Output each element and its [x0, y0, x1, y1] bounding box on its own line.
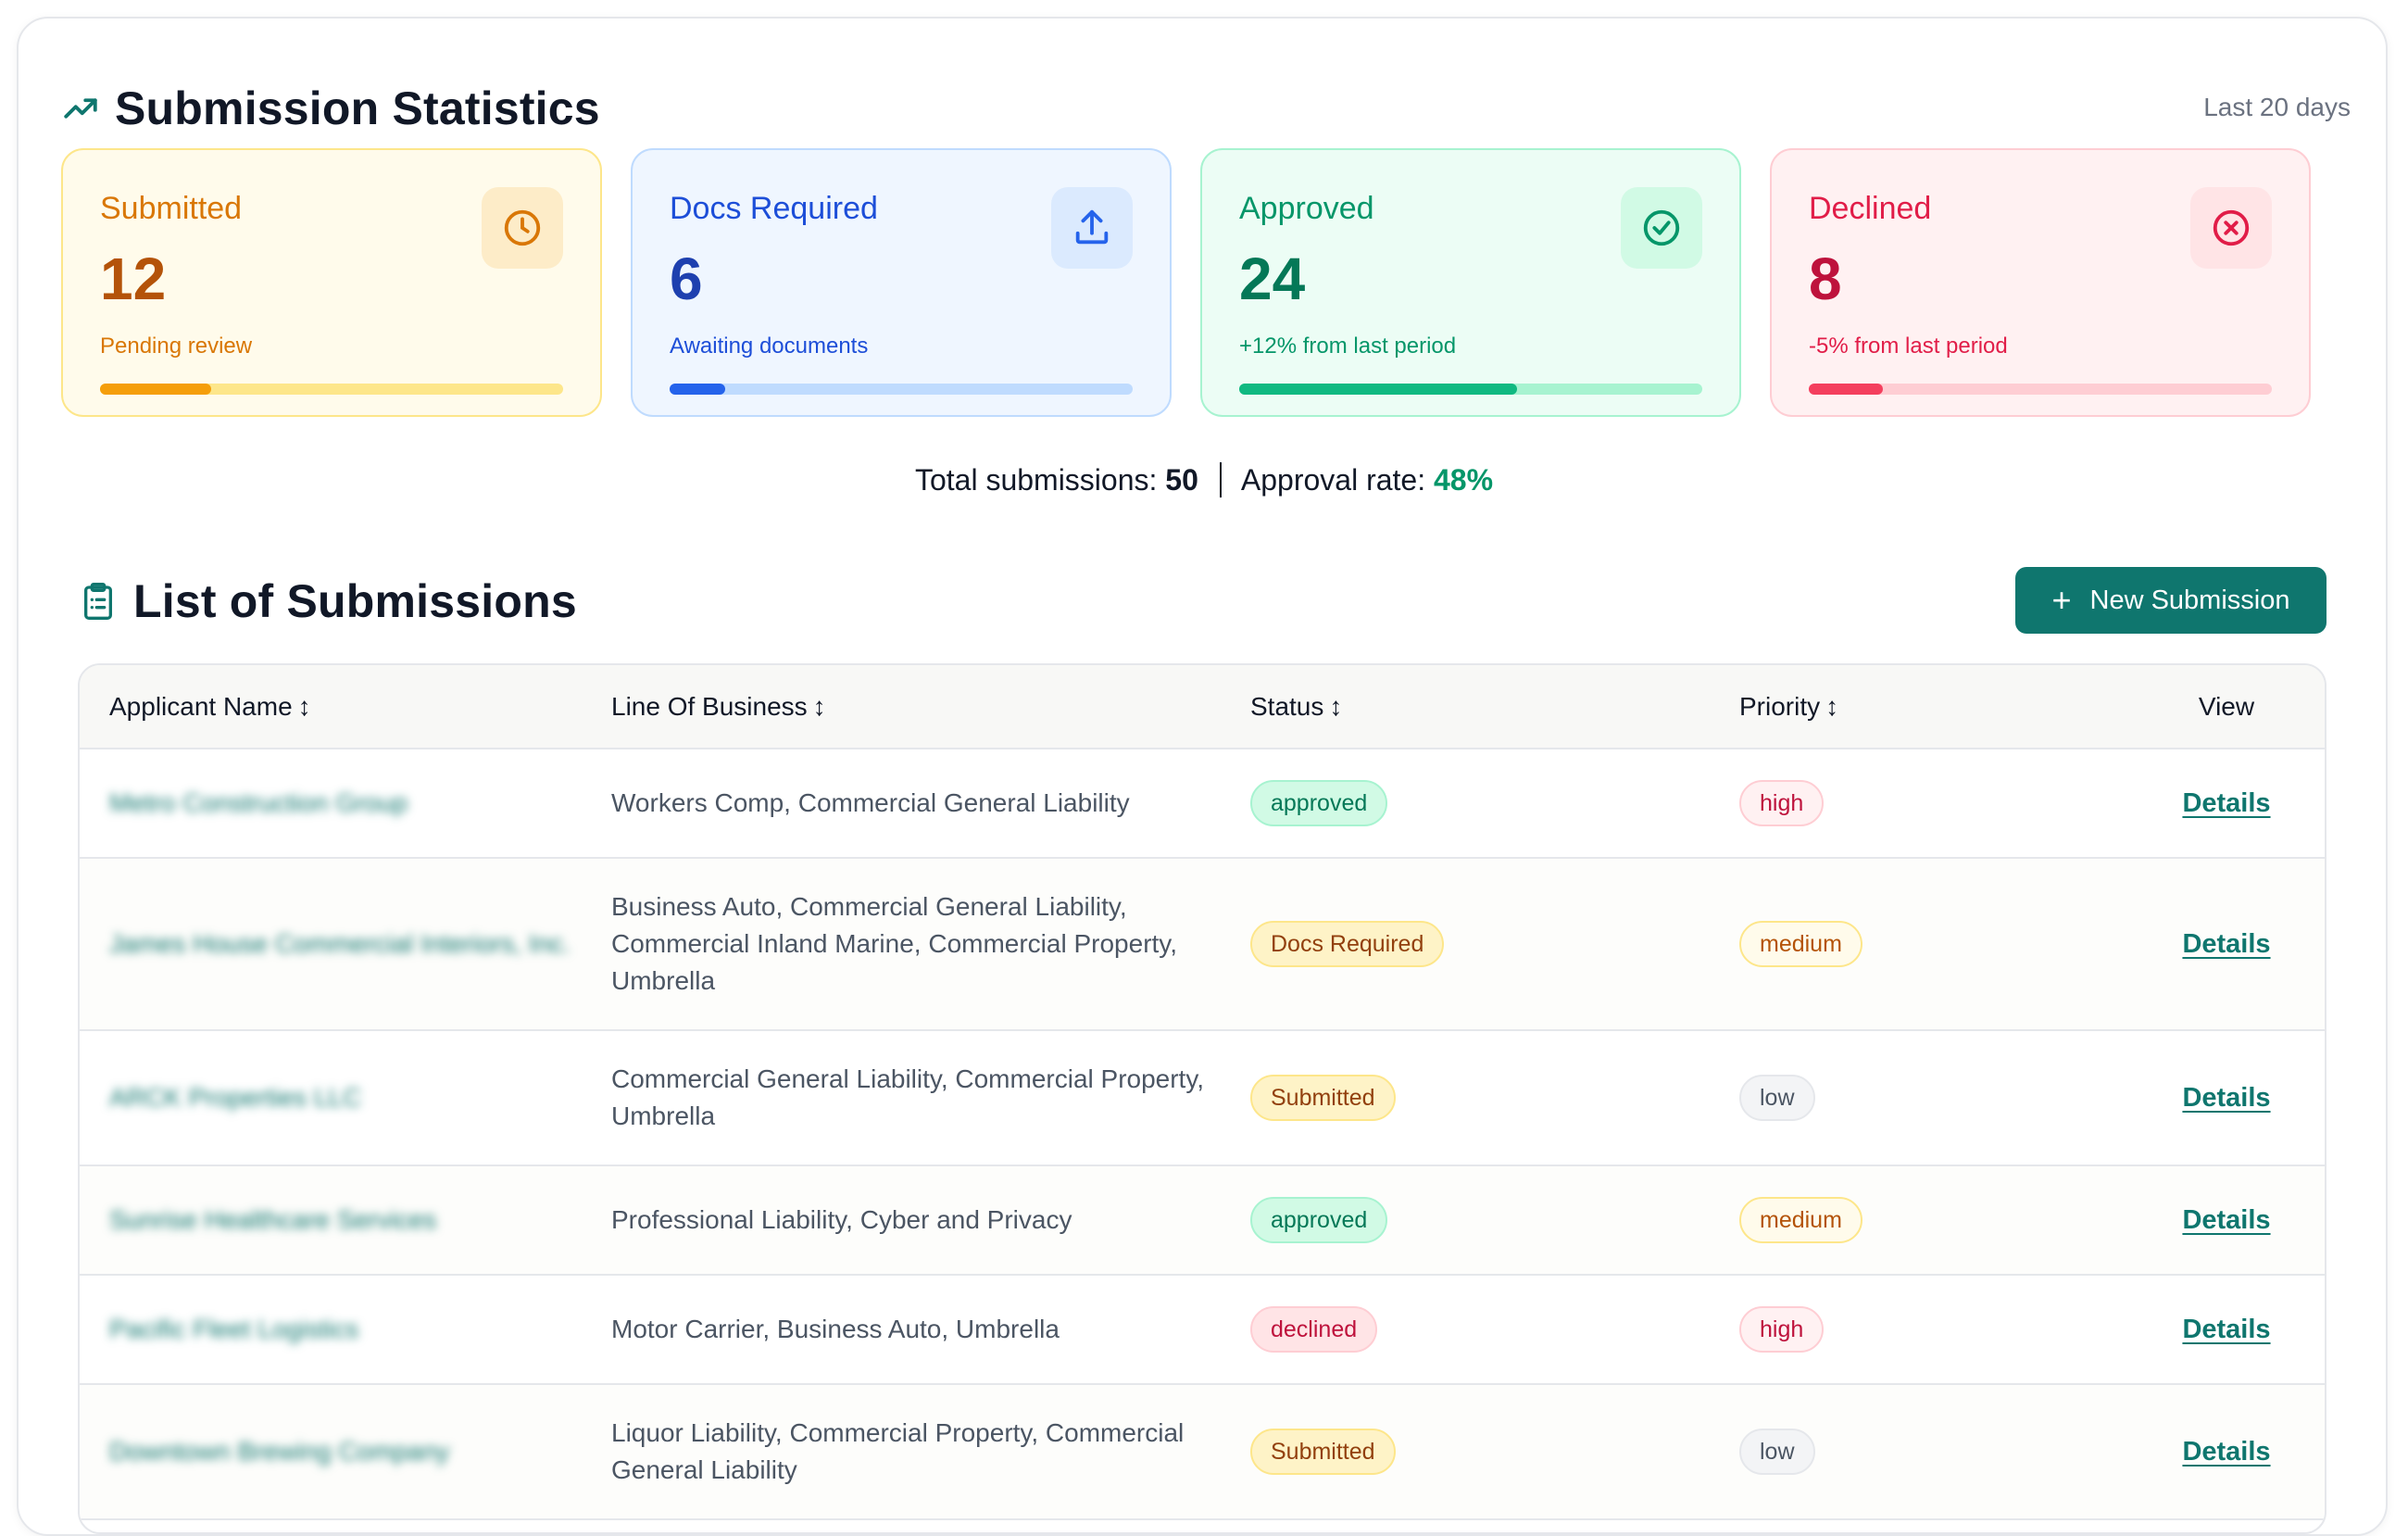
stat-card-docs-required[interactable]: Docs Required 6 Awaiting documents	[631, 148, 1172, 417]
period-label: Last 20 days	[2203, 93, 2351, 121]
priority-badge: high	[1739, 1306, 1825, 1353]
status-badge: Submitted	[1250, 1075, 1396, 1121]
progress-fill	[100, 384, 211, 395]
card-subtitle: Pending review	[100, 334, 253, 359]
column-header-priority[interactable]: Priority ↕	[1739, 691, 1839, 721]
applicant-name[interactable]: James House Commercial Interiors, Inc.	[109, 929, 571, 958]
stats-title: Submission Statistics	[115, 82, 600, 134]
progress-track	[1809, 384, 2272, 395]
submissions-table: Applicant Name ↕ Line Of Business ↕ Status…	[78, 663, 2326, 1534]
line-of-business: Motor Carrier, Business Auto, Umbrella	[611, 1275, 1250, 1385]
details-link[interactable]: Details	[2182, 1315, 2271, 1344]
progress-track	[1239, 384, 1702, 395]
column-header-applicant[interactable]: Applicant Name ↕	[109, 691, 311, 721]
table-row: Downtown Brewing Company Liquor Liabilit…	[80, 1384, 2325, 1520]
card-subtitle: Awaiting documents	[670, 334, 869, 359]
list-title: List of Submissions	[133, 575, 577, 627]
stat-card-approved[interactable]: Approved 24 +12% from last period	[1200, 148, 1741, 417]
list-header: List of Submissions	[80, 574, 577, 628]
line-of-business: Workers Comp, Commercial General Liabili…	[611, 749, 1250, 859]
column-header-view: View	[2198, 691, 2255, 721]
summary-divider	[1219, 461, 1222, 497]
table-row: Pacific Fleet Logistics Motor Carrier, B…	[80, 1275, 2325, 1385]
table-row: ARCK Properties LLC Commercial General L…	[80, 1030, 2325, 1166]
sort-icon[interactable]: ↕	[1825, 691, 1839, 721]
line-of-business: Commercial General Liability, Commercial…	[611, 1030, 1250, 1166]
details-link[interactable]: Details	[2182, 1437, 2271, 1467]
card-value: 12	[100, 246, 167, 312]
card-value: 6	[670, 246, 703, 312]
line-of-business: Liquor Liability, Commercial Property, C…	[611, 1384, 1250, 1520]
check-circle-icon	[1643, 209, 1680, 246]
table-row: Sunrise Healthcare Services Professional…	[80, 1165, 2325, 1276]
trending-up-icon	[64, 98, 97, 119]
progress-fill	[1809, 384, 1883, 395]
details-link[interactable]: Details	[2182, 1205, 2271, 1235]
rate-value: 48%	[1434, 463, 1494, 497]
card-icon-box	[1051, 187, 1133, 269]
clock-icon	[504, 209, 541, 246]
stats-header: Submission Statistics Last 20 days	[61, 65, 2351, 150]
total-label: Total submissions:	[914, 463, 1158, 497]
clipboard-list-icon	[84, 583, 112, 621]
details-link[interactable]: Details	[2182, 1083, 2271, 1113]
line-of-business: Professional Liability, Cyber and Privac…	[611, 1165, 1250, 1276]
status-badge: Submitted	[1250, 1429, 1396, 1475]
applicant-name[interactable]: Sunrise Healthcare Services	[109, 1205, 437, 1234]
status-badge: approved	[1250, 780, 1388, 826]
sort-icon[interactable]: ↕	[812, 691, 826, 721]
upload-icon	[1075, 209, 1109, 245]
status-badge: approved	[1250, 1197, 1388, 1243]
progress-fill	[670, 384, 725, 395]
card-label: Submitted	[100, 191, 243, 226]
progress-track	[100, 384, 563, 395]
progress-track	[670, 384, 1133, 395]
applicant-name[interactable]: Pacific Fleet Logistics	[109, 1315, 359, 1343]
card-label: Approved	[1239, 191, 1374, 226]
card-value: 24	[1239, 246, 1306, 312]
stat-card-submitted[interactable]: Submitted 12 Pending review	[61, 148, 602, 417]
status-badge: Docs Required	[1250, 921, 1445, 967]
stat-cards: Submitted 12 Pending review Docs Require…	[61, 148, 2312, 417]
priority-badge: high	[1739, 780, 1825, 826]
details-link[interactable]: Details	[2182, 788, 2271, 818]
priority-badge: low	[1739, 1429, 1815, 1475]
table-header-row: Applicant Name ↕ Line Of Business ↕ Status…	[80, 665, 2325, 749]
progress-fill	[1239, 384, 1517, 395]
sort-icon[interactable]: ↕	[1329, 691, 1343, 721]
priority-badge: medium	[1739, 921, 1862, 967]
x-circle-icon	[2213, 209, 2250, 246]
rate-label: Approval rate:	[1240, 463, 1426, 497]
table-row: Metro Construction Group Workers Comp, C…	[80, 749, 2325, 859]
applicant-name[interactable]: Downtown Brewing Company	[109, 1437, 450, 1466]
card-subtitle: -5% from last period	[1809, 334, 2008, 359]
card-icon-box	[2190, 187, 2272, 269]
plus-icon: +	[2051, 581, 2072, 619]
card-icon-box	[1621, 187, 1702, 269]
priority-badge: medium	[1739, 1197, 1862, 1243]
new-submission-button[interactable]: + New Submission	[2015, 567, 2326, 634]
column-header-status[interactable]: Status ↕	[1250, 691, 1343, 721]
summary-line: Total submissions: 50 Approval rate: 48%	[0, 461, 2408, 500]
card-value: 8	[1809, 246, 1842, 312]
card-subtitle: +12% from last period	[1239, 334, 1457, 359]
stat-card-declined[interactable]: Declined 8 -5% from last period	[1770, 148, 2311, 417]
table-row: James House Commercial Interiors, Inc. B…	[80, 858, 2325, 1031]
card-icon-box	[482, 187, 563, 269]
priority-badge: low	[1739, 1075, 1815, 1121]
card-label: Docs Required	[670, 191, 878, 226]
sort-icon[interactable]: ↕	[297, 691, 311, 721]
applicant-name[interactable]: ARCK Properties LLC	[109, 1083, 362, 1112]
card-label: Declined	[1809, 191, 1932, 226]
applicant-name[interactable]: Metro Construction Group	[109, 788, 408, 817]
line-of-business: Business Auto, Commercial General Liabil…	[611, 858, 1250, 1031]
total-value: 50	[1165, 463, 1198, 497]
column-header-line-of-business[interactable]: Line Of Business ↕	[611, 691, 826, 721]
new-submission-label: New Submission	[2089, 585, 2290, 615]
status-badge: declined	[1250, 1306, 1378, 1353]
details-link[interactable]: Details	[2182, 929, 2271, 959]
